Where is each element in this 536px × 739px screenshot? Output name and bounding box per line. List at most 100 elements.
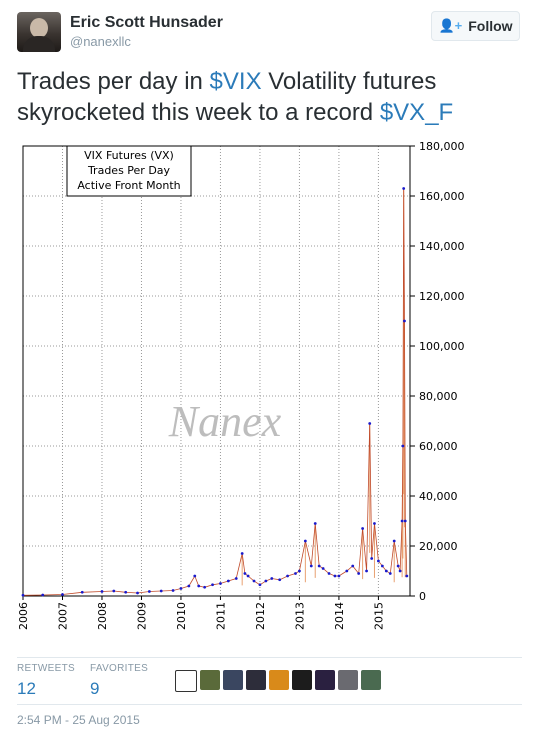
data-point — [402, 187, 406, 190]
favoriter-avatar[interactable] — [338, 670, 358, 690]
y-tick-label: 140,000 — [419, 240, 465, 253]
data-point — [124, 590, 128, 594]
data-point — [264, 579, 268, 583]
favoriter-avatar[interactable] — [200, 670, 220, 690]
data-point — [136, 591, 139, 595]
data-point — [187, 584, 191, 588]
data-point — [193, 574, 197, 578]
data-point — [380, 564, 384, 568]
favorites-stat[interactable]: FAVORITES 9 — [90, 663, 148, 699]
data-point — [357, 572, 361, 575]
data-point — [234, 577, 238, 580]
timestamp[interactable]: 2:54 PM - 25 Aug 2015 — [17, 713, 140, 727]
follow-button[interactable]: 👤+ Follow — [431, 11, 520, 41]
data-point — [321, 567, 325, 570]
y-tick-label: 100,000 — [419, 340, 465, 353]
follow-button-label: Follow — [468, 18, 513, 34]
user-name[interactable]: Eric Scott Hunsader — [70, 14, 223, 31]
data-point — [327, 572, 331, 575]
y-tick-label: 60,000 — [419, 440, 458, 453]
retweets-stat[interactable]: RETWEETS 12 — [17, 663, 75, 699]
data-point — [258, 583, 262, 587]
tweet-text: Trades per day in $VIX Volatility future… — [17, 66, 522, 128]
data-point — [112, 589, 116, 593]
favoriter-avatar[interactable] — [292, 670, 312, 690]
data-point — [286, 574, 289, 578]
data-point — [370, 557, 374, 560]
chart-title-line-1: VIX Futures (VX) — [84, 149, 174, 162]
tweet-part: Trades per day in — [17, 68, 210, 95]
data-point — [401, 444, 405, 448]
data-point — [303, 539, 307, 543]
favoriter-avatar[interactable] — [361, 670, 381, 690]
x-axis: 2006 2007 2008 2009 2010 2011 2012 2013 2014 2015 — [17, 596, 385, 630]
data-point — [179, 587, 183, 590]
data-point — [197, 584, 201, 588]
data-point — [278, 578, 282, 582]
favorites-count: 9 — [90, 679, 100, 698]
data-point — [61, 593, 64, 596]
data-point — [147, 590, 151, 593]
favoriter-avatar[interactable] — [175, 670, 197, 692]
y-tick-label: 40,000 — [419, 490, 458, 503]
data-point — [384, 569, 388, 573]
data-point — [252, 579, 256, 583]
data-point — [403, 519, 407, 523]
cashtag-vx-f[interactable]: $VX_F — [379, 99, 454, 126]
y-axis: 0 20,000 40,000 60,000 80,000 100,000 120,000 1… — [410, 140, 465, 603]
data-point — [41, 593, 45, 597]
data-point — [400, 519, 404, 523]
data-point — [405, 574, 409, 578]
favoriter-avatar[interactable] — [315, 670, 335, 690]
favoriters-avatars — [175, 670, 381, 692]
chart-grid — [23, 146, 410, 596]
x-tick-label: 2012 — [254, 602, 267, 630]
data-point — [398, 569, 402, 573]
data-point — [211, 583, 214, 587]
chart-title-line-2: Trades Per Day — [87, 164, 171, 177]
plot-frame — [22, 145, 411, 597]
data-point — [361, 527, 365, 530]
watermark: Nanex — [168, 397, 282, 446]
divider — [17, 704, 522, 705]
x-tick-label: 2010 — [175, 602, 188, 630]
favoriter-avatar[interactable] — [223, 670, 243, 690]
data-point — [270, 577, 274, 580]
data-point — [80, 590, 84, 594]
series-trades — [21, 187, 409, 597]
y-tick-label: 20,000 — [419, 540, 458, 553]
data-point — [373, 522, 376, 525]
trades-chart[interactable]: 0 20,000 40,000 60,000 80,000 100,000 120,000 1… — [17, 138, 522, 654]
data-point — [171, 589, 175, 592]
x-tick-label: 2007 — [56, 602, 69, 630]
series-line — [22, 188, 408, 596]
favoriter-avatar[interactable] — [269, 670, 289, 690]
data-point — [317, 564, 321, 568]
data-point — [351, 564, 355, 568]
data-point — [240, 552, 244, 555]
add-user-icon: 👤+ — [438, 18, 463, 33]
data-point — [219, 582, 222, 585]
retweets-count: 12 — [17, 679, 36, 698]
y-tick-label: 0 — [419, 590, 426, 603]
data-point — [246, 574, 250, 578]
y-tick-label: 180,000 — [419, 140, 465, 153]
cashtag-vix[interactable]: $VIX — [209, 68, 262, 95]
data-point — [377, 559, 380, 563]
data-point — [203, 585, 207, 589]
x-tick-label: 2009 — [135, 602, 148, 630]
x-tick-label: 2011 — [214, 602, 227, 630]
y-tick-label: 160,000 — [419, 190, 465, 203]
data-point — [388, 572, 392, 575]
user-handle[interactable]: @nanexllc — [70, 34, 131, 49]
avatar[interactable] — [17, 12, 61, 52]
tweet-part: Volatility futures skyrocketed this week… — [17, 68, 437, 126]
favoriter-avatar[interactable] — [246, 670, 266, 690]
data-point — [100, 590, 104, 593]
data-point — [396, 564, 400, 568]
data-point — [21, 593, 25, 597]
data-point — [403, 319, 406, 323]
x-tick-label: 2015 — [372, 602, 385, 630]
data-point — [298, 569, 301, 573]
data-point — [294, 572, 297, 575]
